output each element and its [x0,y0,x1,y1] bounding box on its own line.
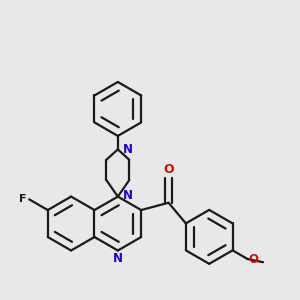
Text: O: O [249,253,259,266]
Text: N: N [123,143,133,156]
Text: N: N [123,188,133,202]
Text: O: O [164,163,175,176]
Text: N: N [113,252,123,265]
Text: F: F [19,194,26,204]
